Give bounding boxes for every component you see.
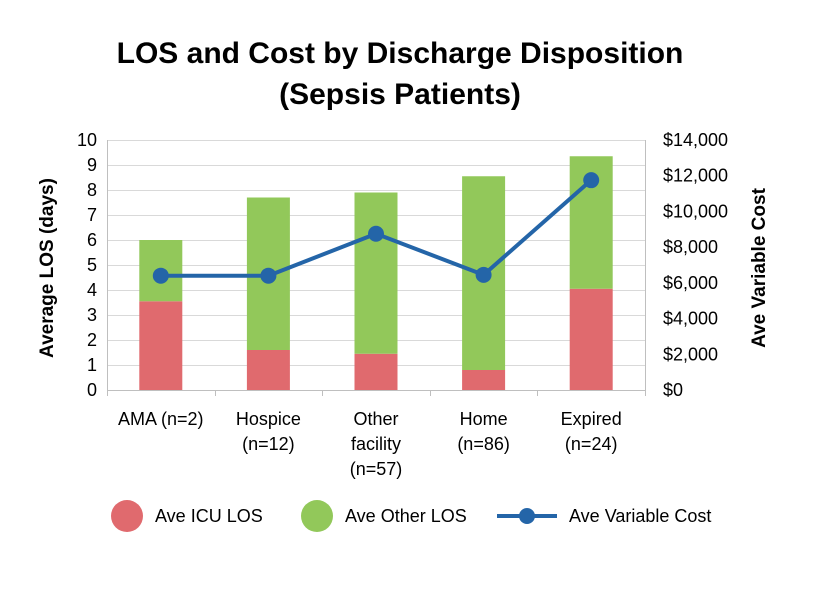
- y2-tick-label: $2,000: [663, 344, 718, 364]
- x-category-label-line: Other: [353, 409, 398, 429]
- x-category-label-line: (n=86): [457, 434, 510, 454]
- y2-tick-label: $6,000: [663, 273, 718, 293]
- x-category-label-line: AMA (n=2): [118, 409, 204, 429]
- legend: Ave ICU LOS Ave Other LOS Ave Variable Cos…: [111, 500, 711, 532]
- bar-icu-los-0: [139, 301, 183, 390]
- y-tick-label: 4: [87, 280, 97, 300]
- y2-tick-label: $4,000: [663, 309, 718, 329]
- cost-point-1: [260, 267, 277, 284]
- cost-point-4: [583, 172, 600, 189]
- y-tick-label: 10: [77, 130, 97, 150]
- x-category-label-line: Hospice: [236, 409, 301, 429]
- legend-marker-0: [111, 500, 143, 532]
- y-axis-title: Average LOS (days): [37, 178, 58, 358]
- y-tick-label: 1: [87, 355, 97, 375]
- y-tick-label: 8: [87, 180, 97, 200]
- y-tick-label: 6: [87, 230, 97, 250]
- x-category-label-line: Expired: [561, 409, 622, 429]
- bar-icu-los-1: [246, 350, 290, 390]
- cost-point-0: [152, 267, 169, 284]
- legend-marker-1: [301, 500, 333, 532]
- y2-tick-label: $10,000: [663, 201, 728, 221]
- y2-tick-label: $14,000: [663, 130, 728, 150]
- y-tick-label: 2: [87, 330, 97, 350]
- y-tick-label: 0: [87, 380, 97, 400]
- chart-title-line-2: (Sepsis Patients): [279, 78, 521, 111]
- y2-tick-label: $12,000: [663, 166, 728, 186]
- legend-label-1: Ave Other LOS: [345, 506, 467, 526]
- cost-point-3: [475, 266, 492, 283]
- bar-icu-los-3: [462, 370, 506, 390]
- cost-line: [152, 172, 600, 284]
- bars: [139, 156, 613, 390]
- x-axis-labels: AMA (n=2) Hospice (n=12) Other facility (n=57…: [118, 409, 622, 479]
- cost-point-2: [368, 225, 384, 242]
- y-tick-label: 7: [87, 205, 97, 225]
- y2-tick-label: $8,000: [663, 237, 718, 257]
- x-category-label-line: (n=57): [350, 459, 403, 479]
- x-category-label: Hospice (n=12): [236, 409, 301, 454]
- legend-label-2: Ave Variable Cost: [569, 506, 711, 526]
- bar-icu-los-4: [569, 288, 613, 390]
- x-category-label: Expired (n=24): [561, 409, 622, 454]
- legend-label-0: Ave ICU LOS: [155, 506, 263, 526]
- x-category-label-line: Home: [460, 409, 508, 429]
- bar-other-los-2: [354, 192, 398, 354]
- y2-axis-title: Ave Variable Cost: [749, 187, 770, 347]
- legend-marker-2: [519, 508, 535, 524]
- y2-axis-ticks: $0 $2,000 $4,000 $6,000 $8,000 $10,000 $12,000…: [663, 130, 728, 400]
- y2-tick-label: $0: [663, 380, 683, 400]
- y-tick-label: 9: [87, 155, 97, 175]
- x-category-label: Home (n=86): [457, 409, 510, 454]
- x-category-label-line: (n=12): [242, 434, 295, 454]
- x-category-label: AMA (n=2): [118, 409, 204, 429]
- y-axis-ticks: 0 1 2 3 4 5 6 7 8 9 10: [77, 130, 97, 400]
- y-tick-label: 3: [87, 305, 97, 325]
- y-tick-label: 5: [87, 255, 97, 275]
- x-category-label-line: (n=24): [565, 434, 618, 454]
- x-category-label-line: facility: [351, 434, 401, 454]
- axes: [107, 140, 646, 396]
- bar-icu-los-2: [354, 353, 398, 390]
- x-category-label: Other facility (n=57): [350, 409, 403, 479]
- chart-title-line-1: LOS and Cost by Discharge Disposition: [117, 37, 684, 70]
